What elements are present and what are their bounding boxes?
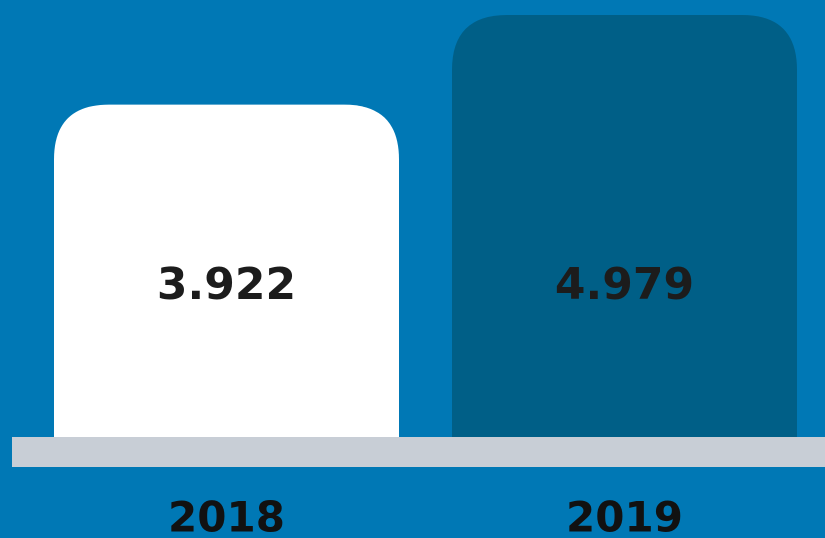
value-label: 4.979 [555,259,694,310]
bar [54,104,399,437]
x-tick-label: 2018 [168,493,285,538]
x-tick-label: 2019 [566,493,683,538]
bar [452,15,797,437]
baseline [12,437,825,467]
value-label: 3.922 [157,259,296,310]
